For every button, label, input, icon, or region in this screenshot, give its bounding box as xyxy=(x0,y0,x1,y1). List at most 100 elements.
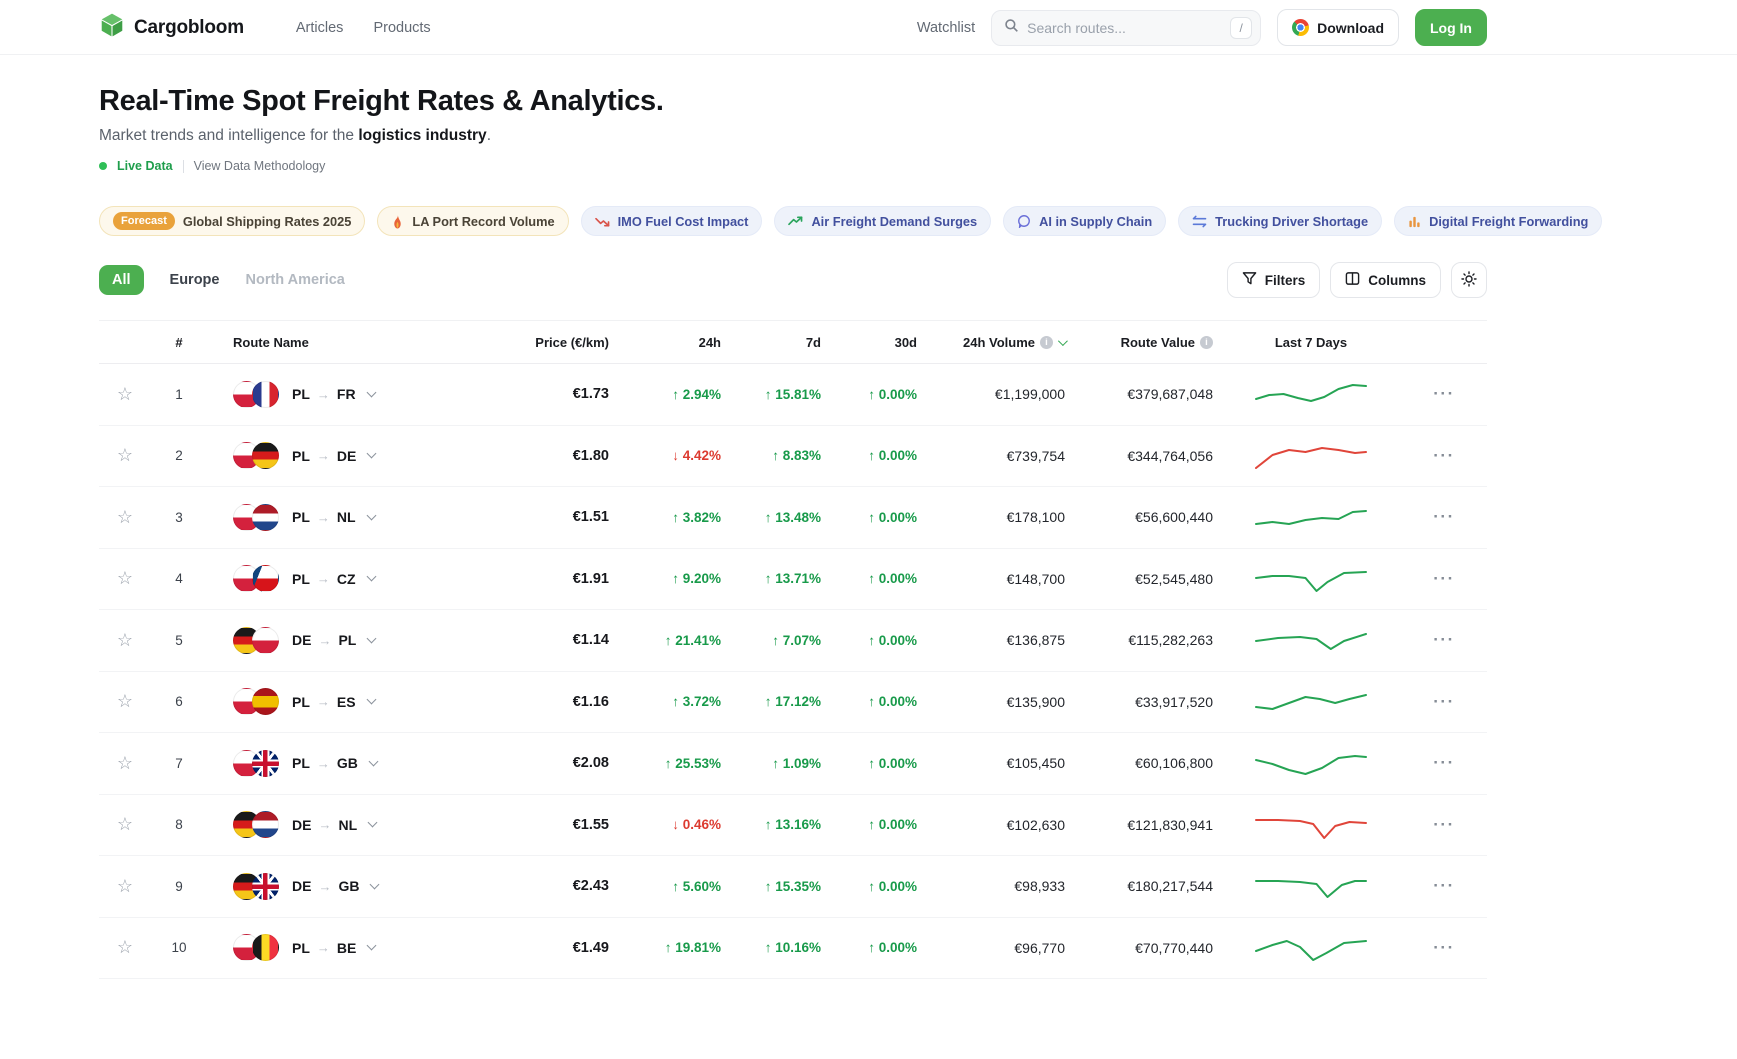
download-label: Download xyxy=(1317,19,1384,36)
route-name-cell[interactable]: DE → PL xyxy=(207,626,507,654)
favorite-star-icon[interactable]: ☆ xyxy=(116,383,134,404)
favorite-star-icon[interactable]: ☆ xyxy=(116,875,134,896)
rank-number: 5 xyxy=(175,632,183,648)
info-icon[interactable]: i xyxy=(1200,335,1213,349)
change-7d-cell: ↑ 8.83% xyxy=(772,448,821,464)
sparkline-chart xyxy=(1221,930,1401,966)
route-name-cell[interactable]: PL → ES xyxy=(207,688,507,716)
destination-flag-icon xyxy=(252,872,279,900)
tab-europe[interactable]: Europe xyxy=(169,272,220,288)
topic-chip-7[interactable]: Digital Freight Forwarding xyxy=(1394,206,1603,236)
search-box[interactable]: / xyxy=(991,9,1262,46)
route-origin: DE xyxy=(292,878,312,895)
topic-chip-3[interactable]: IMO Fuel Cost Impact xyxy=(580,206,763,236)
login-button[interactable]: Log In xyxy=(1415,9,1487,46)
columns-label: Columns xyxy=(1368,272,1426,288)
favorite-star-icon[interactable]: ☆ xyxy=(116,629,134,650)
rank-number: 6 xyxy=(175,694,183,710)
chevron-down-icon[interactable] xyxy=(366,448,377,459)
row-menu-button[interactable]: ··· xyxy=(1433,814,1455,834)
favorite-star-icon[interactable]: ☆ xyxy=(116,506,134,527)
col-header-volume[interactable]: 24h Volume i xyxy=(925,335,1073,350)
chevron-down-icon[interactable] xyxy=(366,510,377,521)
chevron-down-icon[interactable] xyxy=(366,633,377,644)
download-button[interactable]: Download xyxy=(1277,9,1399,46)
chevron-down-icon[interactable] xyxy=(366,387,377,398)
favorite-star-icon[interactable]: ☆ xyxy=(116,752,134,773)
nav-link-products[interactable]: Products xyxy=(373,19,431,36)
destination-flag-icon xyxy=(252,442,279,470)
topic-chip-4[interactable]: Air Freight Demand Surges xyxy=(774,206,992,236)
topic-chip-6[interactable]: Trucking Driver Shortage xyxy=(1178,206,1383,236)
watchlist-link[interactable]: Watchlist xyxy=(916,19,976,36)
route-name-cell[interactable]: PL → GB xyxy=(207,749,507,777)
nav-link-articles[interactable]: Articles xyxy=(295,19,344,36)
table-row: ☆ 6 PL → ES €1.16 ↑ 3.72% ↑ 17.12% ↑ 0.0… xyxy=(99,672,1487,733)
live-data-label: Live Data xyxy=(117,159,173,173)
view-methodology-link[interactable]: View Data Methodology xyxy=(193,159,326,173)
route-name-cell[interactable]: PL → CZ xyxy=(207,565,507,593)
search-shortcut-key: / xyxy=(1230,16,1253,39)
value-cell: €60,106,800 xyxy=(1135,755,1213,772)
table-row: ☆ 10 PL → BE €1.49 ↑ 19.81% ↑ 10.16% ↑ 0… xyxy=(99,918,1487,979)
route-origin: PL xyxy=(292,755,310,772)
col-header-value[interactable]: Route Value i xyxy=(1073,335,1221,350)
chevron-down-icon[interactable] xyxy=(370,879,380,890)
favorite-star-icon[interactable]: ☆ xyxy=(116,814,134,835)
filters-button[interactable]: Filters xyxy=(1226,262,1321,298)
subtitle-suffix: . xyxy=(486,127,491,144)
row-menu-button[interactable]: ··· xyxy=(1433,507,1455,527)
row-menu-button[interactable]: ··· xyxy=(1433,691,1455,711)
volume-cell: €178,100 xyxy=(1006,509,1065,526)
row-menu-button[interactable]: ··· xyxy=(1433,753,1455,773)
route-origin: DE xyxy=(292,816,312,833)
columns-button[interactable]: Columns xyxy=(1330,262,1441,298)
route-arrow-icon: → xyxy=(316,755,330,771)
route-origin: PL xyxy=(292,570,310,587)
route-name-cell[interactable]: DE → NL xyxy=(207,811,507,839)
chevron-down-icon[interactable] xyxy=(366,940,377,951)
route-name-cell[interactable]: PL → NL xyxy=(207,503,507,531)
sparkline-chart xyxy=(1221,622,1401,658)
value-cell: €52,545,480 xyxy=(1135,570,1213,587)
row-menu-button[interactable]: ··· xyxy=(1433,568,1455,588)
route-name-cell[interactable]: PL → FR xyxy=(207,380,507,408)
tab-all[interactable]: All xyxy=(99,265,144,295)
chevron-down-icon[interactable] xyxy=(368,756,379,767)
topic-chip-1[interactable]: Forecast Global Shipping Rates 2025 xyxy=(99,206,366,236)
favorite-star-icon[interactable]: ☆ xyxy=(116,691,134,712)
bar-chart-icon xyxy=(1408,215,1421,228)
favorite-star-icon[interactable]: ☆ xyxy=(116,568,134,589)
row-menu-button[interactable]: ··· xyxy=(1433,445,1455,465)
route-arrow-icon: → xyxy=(316,940,330,956)
route-name-cell[interactable]: PL → BE xyxy=(207,934,507,962)
change-24h-cell: ↑ 21.41% xyxy=(664,632,721,648)
route-destination: PL xyxy=(338,632,357,649)
routes-table: # Route Name Price (€/km) 24h 7d 30d 24h… xyxy=(99,320,1487,979)
route-name-cell[interactable]: DE → GB xyxy=(207,872,507,900)
row-menu-button[interactable]: ··· xyxy=(1433,937,1455,957)
favorite-star-icon[interactable]: ☆ xyxy=(116,445,134,466)
row-menu-button[interactable]: ··· xyxy=(1433,630,1455,650)
route-name-cell[interactable]: PL → DE xyxy=(207,442,507,470)
rank-number: 3 xyxy=(175,509,183,525)
change-24h-cell: ↓ 0.46% xyxy=(672,817,721,833)
price-cell: €2.43 xyxy=(572,878,609,895)
row-menu-button[interactable]: ··· xyxy=(1433,876,1455,896)
topic-chip-2[interactable]: LA Port Record Volume xyxy=(377,206,569,236)
search-input[interactable] xyxy=(1027,19,1223,36)
favorite-star-icon[interactable]: ☆ xyxy=(116,937,134,958)
route-origin: PL xyxy=(292,693,310,710)
volume-cell: €96,770 xyxy=(1014,939,1065,956)
destination-flag-icon xyxy=(252,934,279,962)
topic-chip-5[interactable]: AI in Supply Chain xyxy=(1003,206,1167,236)
chevron-down-icon[interactable] xyxy=(366,571,377,582)
theme-toggle-button[interactable] xyxy=(1451,262,1487,298)
change-30d-cell: ↑ 0.00% xyxy=(868,694,917,710)
info-icon[interactable]: i xyxy=(1040,335,1053,349)
tab-north-america[interactable]: North America xyxy=(245,272,345,288)
row-menu-button[interactable]: ··· xyxy=(1433,384,1455,404)
brand-logo[interactable]: Cargobloom xyxy=(99,12,244,43)
chevron-down-icon[interactable] xyxy=(366,694,377,705)
chevron-down-icon[interactable] xyxy=(367,817,378,828)
